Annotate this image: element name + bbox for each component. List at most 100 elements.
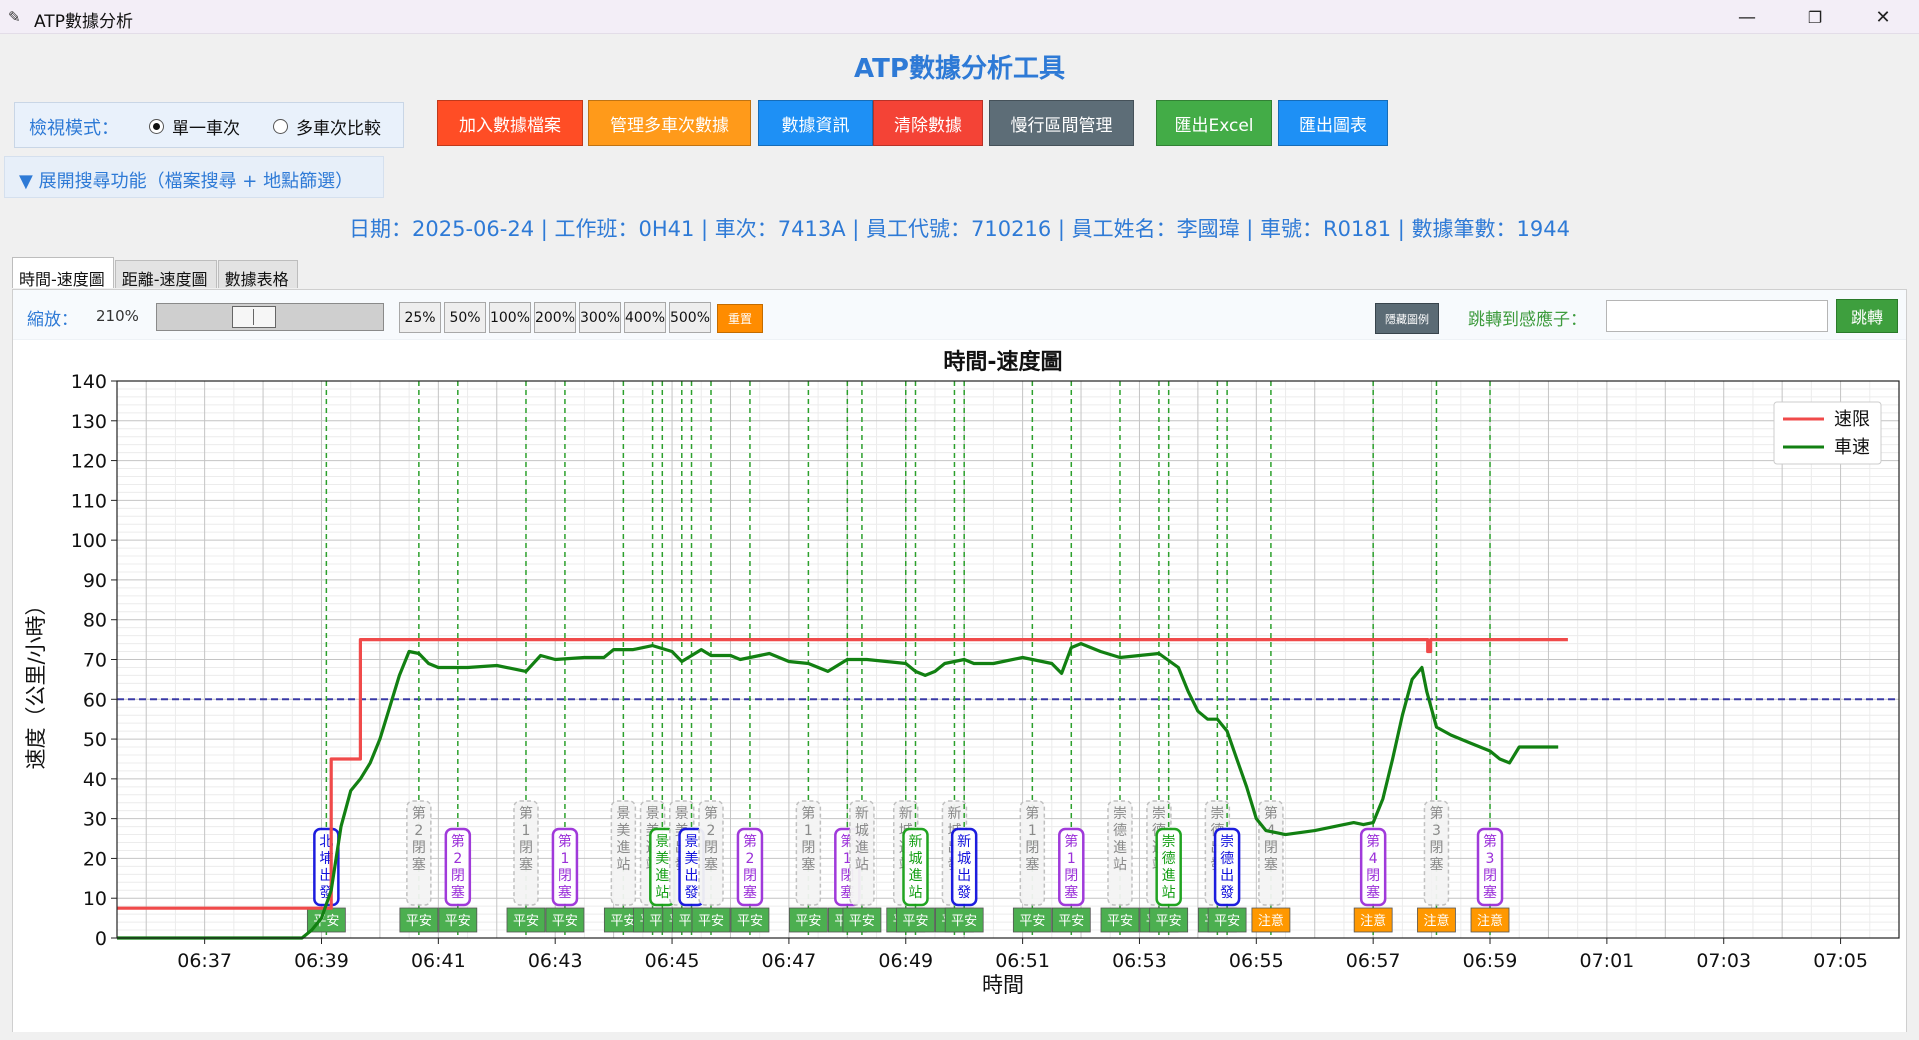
- series-line-speed-limit: [117, 638, 1568, 910]
- station-marker-box: [950, 827, 978, 907]
- station-marker-char: 閉: [1264, 840, 1278, 856]
- zoom-400-button[interactable]: 400%: [624, 302, 666, 333]
- zoom-50-button[interactable]: 50%: [444, 302, 486, 333]
- signal-tag-label: 注意: [1423, 913, 1449, 929]
- station-marker-char: 站: [616, 857, 630, 873]
- y-tick-label: 50: [83, 729, 107, 751]
- station-marker-char: 第: [1483, 833, 1497, 850]
- signal-tag-box: [691, 907, 731, 933]
- tab-data-table[interactable]: 數據表格: [217, 260, 298, 289]
- signal-tag-box: [1051, 907, 1091, 933]
- station-marker-box: [610, 800, 637, 906]
- signal-tag-box: [438, 907, 478, 933]
- station-marker-char: 第: [1264, 805, 1278, 822]
- station-marker-char: 第: [1366, 833, 1380, 850]
- station-marker-char: 進: [855, 840, 869, 856]
- signal-tag-box: [944, 907, 984, 933]
- zoom-reset-button[interactable]: 重置: [717, 304, 763, 333]
- x-tick-label: 06:49: [878, 950, 933, 972]
- hide-legend-button[interactable]: 隱藏圖例: [1375, 303, 1439, 334]
- y-tick-label: 90: [83, 570, 107, 592]
- signal-tag-box: [896, 907, 935, 933]
- signal-tag-label: 注意: [1477, 913, 1503, 929]
- signal-tag-label: 注意: [1258, 913, 1284, 929]
- tab-distance-speed[interactable]: 距離-速度圖: [114, 260, 217, 289]
- zoom-value: 210%: [96, 307, 139, 325]
- station-marker-box: [1213, 827, 1241, 907]
- station-marker-char: 進: [616, 840, 630, 856]
- x-tick-label: 06:53: [1112, 950, 1167, 972]
- restore-button[interactable]: ❐: [1807, 7, 1823, 27]
- signal-tag-box: [1417, 907, 1456, 933]
- close-button[interactable]: ✕: [1875, 6, 1891, 28]
- tab-time-speed[interactable]: 時間-速度圖: [12, 257, 114, 289]
- station-marker-char: 閉: [519, 840, 533, 856]
- station-marker-char: 新: [957, 834, 971, 850]
- jump-to-sensor-input[interactable]: [1606, 300, 1828, 332]
- station-marker-char: 閉: [801, 840, 815, 856]
- x-tick-label: 07:03: [1696, 950, 1751, 972]
- y-tick-label: 40: [83, 769, 107, 791]
- y-tick-label: 30: [83, 809, 107, 831]
- export-chart-button[interactable]: 匯出圖表: [1278, 100, 1388, 146]
- zoom-25-button[interactable]: 25%: [399, 302, 441, 333]
- slow-section-button[interactable]: 慢行區間管理: [989, 100, 1134, 146]
- x-tick-label: 06:57: [1346, 950, 1401, 972]
- signal-tag-box: [1149, 907, 1189, 933]
- signal-tag-box: [1353, 907, 1393, 933]
- signal-tag-box: [842, 907, 882, 933]
- station-marker-char: 閉: [1366, 868, 1380, 884]
- station-marker-char: 閉: [412, 840, 426, 856]
- zoom-300-button[interactable]: 300%: [579, 302, 621, 333]
- run-info-line: 日期：2025-06-24 | 工作班：0H41 | 車次：7413A | 員工…: [349, 217, 1570, 241]
- zoom-slider[interactable]: [156, 303, 384, 331]
- clear-data-button[interactable]: 清除數據: [873, 100, 983, 146]
- radio-selected-icon: [149, 119, 164, 134]
- station-marker-box: [849, 800, 875, 906]
- station-marker-char: 4: [1369, 851, 1378, 867]
- x-axis-label: 時間: [982, 973, 1024, 997]
- station-marker-char: 閉: [451, 868, 465, 884]
- station-marker-char: 2: [707, 823, 716, 839]
- add-data-file-button[interactable]: 加入數據檔案: [437, 100, 583, 146]
- time-speed-chart[interactable]: 北埔出發平安第2閉塞平安第2閉塞平安第1閉塞平安第1閉塞平安景美進站平安景美進站…: [13, 342, 1906, 1032]
- signal-tag-label: 注意: [1360, 913, 1386, 929]
- x-tick-label: 06:39: [294, 950, 349, 972]
- export-excel-button[interactable]: 匯出Excel: [1156, 100, 1272, 146]
- station-marker-char: 新: [947, 806, 961, 822]
- multi-run-radio[interactable]: 多車次比較: [273, 114, 381, 139]
- jump-button[interactable]: 跳轉: [1836, 299, 1898, 333]
- station-marker-char: 塞: [1025, 856, 1039, 873]
- station-marker-char: 崇: [1152, 806, 1166, 822]
- station-marker-box: [1155, 827, 1182, 907]
- signal-tag-box: [1470, 907, 1510, 933]
- station-marker-char: 第: [1064, 833, 1078, 850]
- feather-icon: ✎: [8, 8, 21, 26]
- y-tick-label: 80: [83, 610, 107, 632]
- station-marker-box: [1423, 800, 1450, 906]
- station-marker-char: 1: [804, 823, 813, 839]
- search-expand-toggle[interactable]: ▼ 展開搜尋功能（檔案搜尋 + 地點篩選）: [4, 156, 384, 198]
- y-tick-label: 70: [83, 650, 107, 672]
- single-run-radio[interactable]: 單一車次: [149, 114, 240, 139]
- zoom-500-button[interactable]: 500%: [669, 302, 711, 333]
- station-marker-char: 第: [412, 805, 426, 822]
- window-title: ATP數據分析: [34, 12, 133, 32]
- radio-unselected-icon: [273, 119, 288, 134]
- zoom-slider-thumb[interactable]: [232, 306, 276, 328]
- station-marker-box: [513, 800, 539, 906]
- y-tick-label: 100: [71, 530, 107, 552]
- signal-tag-label: 平安: [1156, 914, 1182, 929]
- station-marker-box: [902, 827, 929, 907]
- station-marker-box: [1058, 827, 1085, 907]
- manage-multi-run-button[interactable]: 管理多車次數據: [588, 100, 751, 146]
- station-marker-char: 第: [558, 833, 572, 850]
- station-marker-char: 3: [1486, 851, 1495, 867]
- legend-speed-label: 車速: [1834, 437, 1870, 458]
- signal-tag-label: 平安: [610, 914, 636, 929]
- zoom-200-button[interactable]: 200%: [534, 302, 576, 333]
- zoom-100-button[interactable]: 100%: [489, 302, 531, 333]
- minimize-button[interactable]: —: [1738, 6, 1756, 28]
- data-info-button[interactable]: 數據資訊: [758, 100, 873, 146]
- signal-tag-box: [788, 907, 828, 933]
